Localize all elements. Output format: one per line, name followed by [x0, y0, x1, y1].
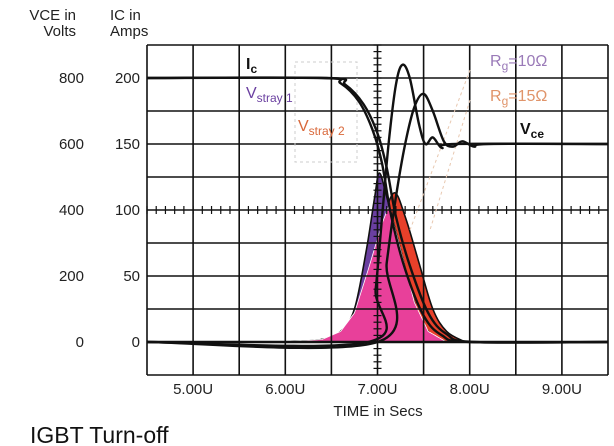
x-tick-label: 5.00U — [173, 381, 213, 398]
vce-tick-label: 0 — [76, 334, 84, 351]
ic-curve-rg15 — [146, 76, 609, 344]
x-tick-label: 6.00U — [265, 381, 305, 398]
annotation-box — [294, 61, 358, 163]
ic-tick-label: 0 — [132, 334, 140, 351]
vce-tick-label: 400 — [59, 202, 84, 219]
ic-annotation: Ic — [246, 56, 257, 76]
x-axis-title: TIME in Secs — [333, 403, 422, 420]
x-tick-label: 8.00U — [450, 381, 490, 398]
ic-axis-label-line2: Amps — [110, 23, 148, 40]
ic-tick-label: 200 — [115, 70, 140, 87]
vce-axis-label-line2: Volts — [43, 23, 76, 40]
ic-axis-label-line1: IC in — [110, 7, 141, 24]
chart-title: IGBT Turn-off — [30, 422, 169, 446]
ic-tick-label: 100 — [115, 202, 140, 219]
vce-tick-label: 800 — [59, 70, 84, 87]
annotation-leader — [409, 69, 471, 231]
x-tick-label: 9.00U — [542, 381, 582, 398]
rg15-annotation: Rg=15Ω — [490, 88, 547, 108]
vstray1-annotation: Vstray 1 — [246, 85, 293, 105]
vce-tick-label: 600 — [59, 136, 84, 153]
ic-tick-label: 150 — [115, 136, 140, 153]
vstray2-annotation: Vstray 2 — [298, 118, 345, 138]
vce-axis-label-line1: VCE in — [29, 7, 76, 24]
rg10-annotation: Rg=10Ω — [490, 53, 547, 73]
vce-tick-label: 200 — [59, 268, 84, 285]
x-tick-label: 7.00U — [357, 381, 397, 398]
vce-curve-rg10 — [146, 63, 609, 348]
vce-annotation: Vce — [520, 121, 544, 141]
ic-tick-label: 50 — [123, 268, 140, 285]
vce-curve-rg15 — [146, 92, 609, 350]
